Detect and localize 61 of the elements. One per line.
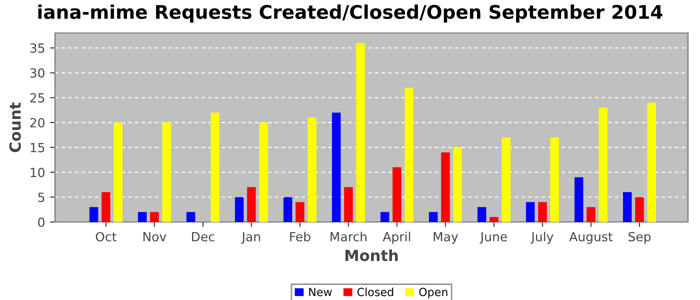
bar xyxy=(356,42,365,222)
x-tick-label: August xyxy=(569,232,613,244)
y-tick-label: 20 xyxy=(30,118,44,128)
bar xyxy=(283,197,292,222)
y-tick-label: 30 xyxy=(30,68,44,78)
x-tick-label: March xyxy=(330,232,366,242)
bar xyxy=(502,137,510,222)
bar xyxy=(210,112,220,222)
bar xyxy=(598,108,608,222)
chart-title: iana-mime Requests Created/Closed/Open September 2014 xyxy=(38,4,662,23)
x-tick-label: Sep xyxy=(628,232,651,244)
bar xyxy=(186,212,196,222)
x-tick-label: Dec xyxy=(192,232,214,242)
y-tick-label: 0 xyxy=(38,217,44,227)
bar xyxy=(550,137,559,222)
bar xyxy=(89,207,98,222)
bar xyxy=(344,187,353,222)
bar xyxy=(234,197,244,222)
bar xyxy=(477,207,486,222)
y-tick-label: 10 xyxy=(30,168,44,178)
x-tick-label: Feb xyxy=(290,232,310,242)
y-tick-label: 5 xyxy=(38,192,44,202)
x-tick-label: April xyxy=(382,232,410,244)
bar xyxy=(296,202,304,222)
x-tick-label: July xyxy=(530,232,554,244)
x-tick-label: Jan xyxy=(241,232,260,244)
bar xyxy=(138,212,147,222)
bar xyxy=(247,187,256,222)
bar xyxy=(526,202,535,222)
bar xyxy=(114,122,122,222)
x-tick-label: Oct xyxy=(96,232,116,242)
bar xyxy=(441,152,450,222)
bar xyxy=(586,207,596,222)
y-tick-label: 15 xyxy=(30,143,44,152)
bar xyxy=(490,217,498,222)
bar xyxy=(404,88,414,222)
bar xyxy=(453,147,462,222)
legend-label: New xyxy=(309,288,332,296)
bar xyxy=(428,212,438,222)
x-tick-label: June xyxy=(480,232,507,244)
bar xyxy=(623,192,632,222)
bar xyxy=(332,112,341,222)
y-axis-title: Count xyxy=(9,102,21,152)
x-axis-title: Month xyxy=(346,249,398,262)
x-tick-label: May xyxy=(434,232,458,244)
bar xyxy=(574,177,584,222)
y-tick-label: 35 xyxy=(30,43,44,53)
bar xyxy=(162,122,171,222)
bar xyxy=(380,212,390,222)
x-tick-label: Nov xyxy=(143,232,166,242)
y-tick-label: 25 xyxy=(30,93,44,103)
bar xyxy=(259,122,268,222)
bar xyxy=(102,192,110,222)
legend-label: Open xyxy=(419,288,448,298)
bar xyxy=(647,102,656,222)
bar xyxy=(308,118,316,222)
bar xyxy=(150,212,159,222)
legend-label: Closed xyxy=(357,288,394,296)
bar xyxy=(635,197,644,222)
bar xyxy=(538,202,547,222)
bar xyxy=(392,167,402,222)
